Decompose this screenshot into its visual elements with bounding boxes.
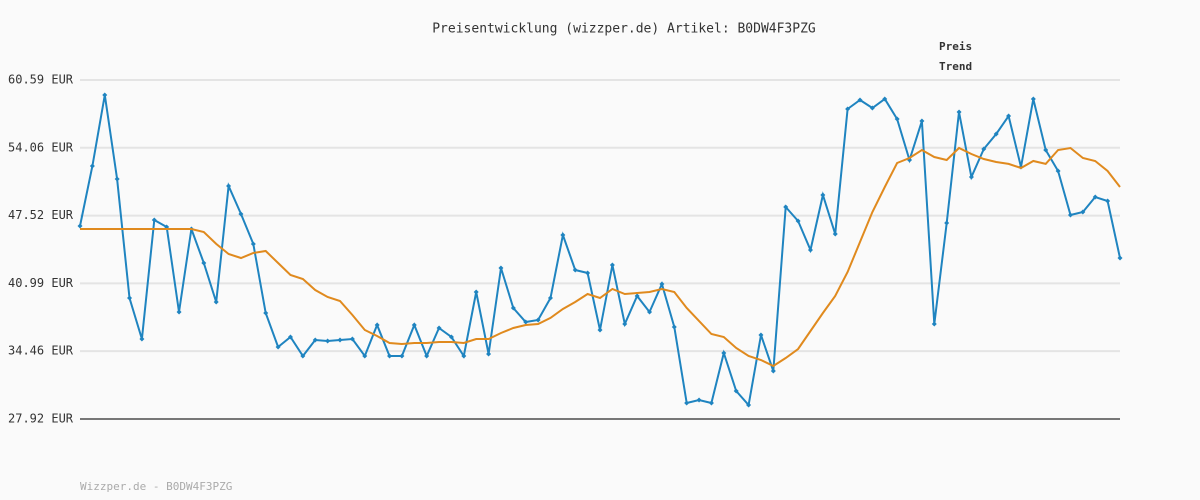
marker	[845, 106, 851, 112]
marker	[374, 322, 380, 328]
marker	[919, 118, 925, 124]
marker	[894, 116, 900, 122]
marker	[1117, 255, 1123, 261]
marker	[486, 351, 492, 357]
marker	[213, 299, 219, 305]
legend-label: Trend	[939, 60, 972, 73]
marker	[287, 334, 293, 340]
marker	[1006, 113, 1012, 119]
marker	[362, 353, 368, 359]
marker	[882, 96, 888, 102]
marker	[659, 281, 665, 287]
marker	[795, 218, 801, 224]
marker	[411, 322, 417, 328]
line-1	[80, 146, 1121, 368]
marker	[609, 262, 615, 268]
marker	[226, 183, 232, 189]
marker	[758, 332, 764, 338]
marker	[622, 321, 628, 327]
marker	[746, 402, 752, 408]
marker	[349, 336, 355, 342]
marker	[1067, 212, 1073, 218]
marker	[857, 97, 863, 103]
marker	[1080, 209, 1086, 215]
marker	[448, 334, 454, 340]
marker	[684, 400, 690, 406]
marker	[956, 109, 962, 115]
footer: Wizzper.de - B0DW4F3PZG	[80, 480, 232, 493]
marker	[832, 231, 838, 237]
marker	[981, 146, 987, 152]
marker	[1092, 194, 1098, 200]
marker	[585, 270, 591, 276]
marker	[993, 131, 999, 137]
y-tick-label: 34.46 EUR	[8, 344, 74, 358]
marker	[597, 327, 603, 333]
marker	[535, 317, 541, 323]
marker	[77, 223, 83, 229]
marker	[733, 388, 739, 394]
legend-label: Preis	[939, 40, 972, 53]
marker	[127, 295, 133, 301]
marker	[89, 163, 95, 169]
y-tick-label: 54.06 EUR	[8, 140, 74, 154]
marker	[473, 289, 479, 295]
marker	[387, 353, 393, 359]
marker	[968, 174, 974, 180]
y-tick-label: 40.99 EUR	[8, 276, 74, 290]
marker	[337, 337, 343, 343]
line-0	[79, 94, 1121, 408]
marker	[721, 350, 727, 356]
marker	[176, 309, 182, 315]
marker	[820, 192, 826, 198]
marker	[312, 337, 318, 343]
marker	[436, 325, 442, 331]
marker	[263, 310, 269, 316]
marker	[523, 319, 529, 325]
marker	[201, 260, 207, 266]
marker	[510, 305, 516, 311]
marker	[139, 336, 145, 342]
marker	[572, 267, 578, 273]
marker	[1055, 168, 1061, 174]
marker	[560, 232, 566, 238]
marker	[770, 368, 776, 374]
chart-title: Preisentwicklung (wizzper.de) Artikel: B…	[432, 22, 816, 37]
marker	[931, 321, 937, 327]
marker	[325, 338, 331, 344]
marker	[696, 397, 702, 403]
marker	[1043, 147, 1049, 153]
marker	[399, 353, 405, 359]
marker	[547, 295, 553, 301]
marker	[498, 265, 504, 271]
marker	[671, 324, 677, 330]
marker	[1030, 96, 1036, 102]
y-tick-label: 60.59 EUR	[8, 73, 74, 87]
marker	[461, 353, 467, 359]
marker	[250, 241, 256, 247]
marker	[807, 247, 813, 253]
marker	[783, 204, 789, 210]
marker	[275, 344, 281, 350]
marker	[634, 293, 640, 299]
marker	[114, 176, 120, 182]
marker	[944, 220, 950, 226]
marker	[708, 400, 714, 406]
y-tick-label: 27.92 EUR	[8, 412, 74, 426]
y-tick-label: 47.52 EUR	[8, 208, 74, 222]
marker	[238, 211, 244, 217]
marker	[102, 92, 108, 98]
marker	[151, 217, 157, 223]
marker	[1105, 198, 1111, 204]
marker	[300, 353, 306, 359]
marker	[424, 353, 430, 359]
marker	[869, 105, 875, 111]
marker	[647, 309, 653, 315]
